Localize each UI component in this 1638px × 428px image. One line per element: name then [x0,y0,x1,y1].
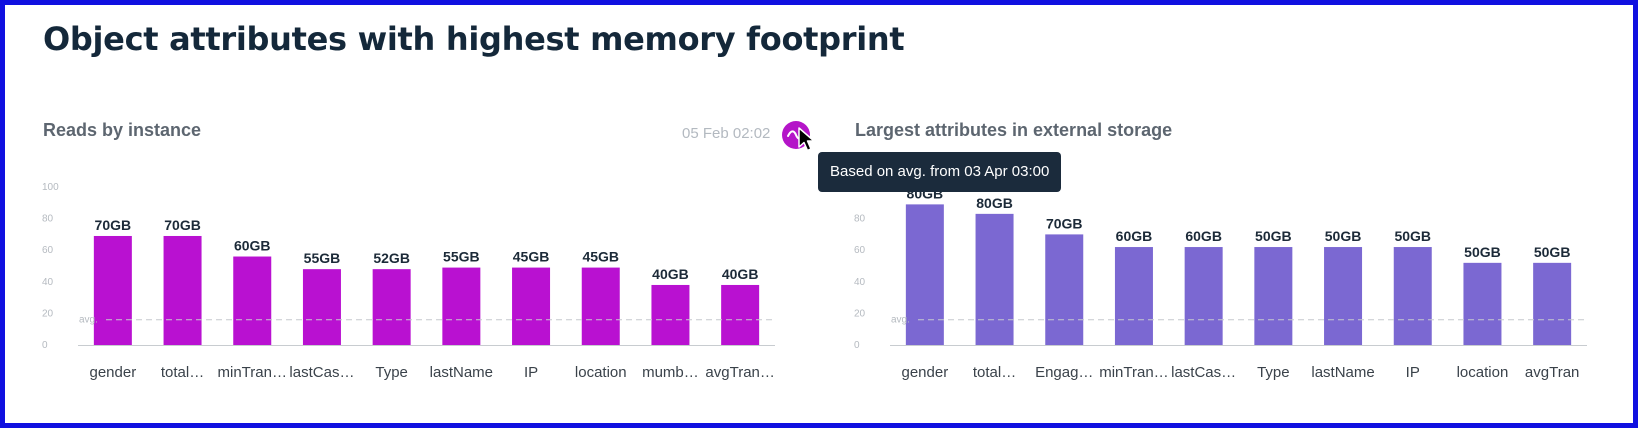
mouse-cursor-icon [798,127,815,152]
y-tick-label: 0 [854,340,860,351]
bar[interactable] [721,284,760,345]
right-chart-title: Largest attributes in external storage [855,120,1173,140]
external-storage-svg: 02040608010080GBgender80GBtotal…70GBEnga… [854,182,1587,381]
x-tick-label: lastCas… [1171,364,1236,381]
data-label: 50GB [1534,244,1571,260]
bar[interactable] [1254,247,1293,345]
external-storage-chart: 02040608010080GBgender80GBtotal…70GBEnga… [852,180,1627,410]
data-label: 60GB [234,238,271,254]
page-title: Object attributes with highest memory fo… [43,20,905,58]
x-tick-label: IP [524,364,538,381]
bar[interactable] [1463,262,1502,345]
data-label: 60GB [1116,228,1153,244]
y-tick-label: 20 [42,308,54,319]
data-label: 40GB [722,266,759,282]
y-tick-label: 40 [42,277,54,288]
y-tick-label: 60 [854,245,866,256]
data-label: 50GB [1464,244,1501,260]
y-tick-label: 60 [42,245,54,256]
data-label: 55GB [304,250,341,266]
bar[interactable] [93,235,132,345]
bar[interactable] [975,213,1014,345]
average-label: avg. [891,315,910,326]
bar[interactable] [1533,262,1572,345]
y-tick-label: 100 [42,182,59,193]
bar[interactable] [651,284,690,345]
data-label: 70GB [164,217,201,233]
x-tick-label: Type [1257,364,1290,381]
x-tick-label: avgTran [1525,364,1579,381]
bar[interactable] [905,204,944,345]
data-label: 70GB [95,217,132,233]
x-tick-label: mumb… [642,364,699,381]
x-tick-label: Type [375,364,408,381]
x-tick-label: total… [161,364,204,381]
x-tick-label: gender [901,364,948,381]
data-label: 45GB [582,249,619,265]
data-label: 55GB [443,249,480,265]
bar[interactable] [1045,234,1084,345]
data-label: 60GB [1185,228,1222,244]
bar[interactable] [233,256,272,345]
average-label: avg. [79,315,98,326]
data-label: 50GB [1394,228,1431,244]
bar[interactable] [1393,247,1432,345]
y-tick-label: 0 [42,340,48,351]
y-tick-label: 80 [854,214,866,225]
x-tick-label: total… [973,364,1016,381]
reads-by-instance-chart: 0 20 40 60 80 100 70GB gender 70GB total… 60GB minT… [40,180,815,410]
x-tick-label: lastName [430,364,493,381]
x-tick-label: gender [89,364,136,381]
x-tick-label: lastName [1311,364,1374,381]
left-chart-title: Reads by instance [43,120,202,140]
bar[interactable] [1184,247,1223,345]
timestamp: 05 Feb 02:02 [682,125,771,142]
bar[interactable] [302,269,341,345]
bar[interactable] [1114,247,1153,345]
x-tick-label: location [575,364,627,381]
bar[interactable] [1324,247,1363,345]
tooltip: Based on avg. from 03 Apr 03:00 [818,152,1062,192]
x-tick-label: location [1457,364,1509,381]
bar[interactable] [512,267,551,345]
x-tick-label: Engag… [1035,364,1093,381]
data-label: 52GB [373,250,410,266]
x-tick-label: minTran… [1099,364,1168,381]
data-label: 45GB [513,249,550,265]
reads-by-instance-svg: 0 20 40 60 80 100 70GB gender 70GB total… 60GB minT… [42,182,775,381]
y-tick-label: 80 [42,214,54,225]
y-tick-label: 40 [854,277,866,288]
x-tick-label: minTran… [218,364,287,381]
data-label: 50GB [1325,228,1362,244]
data-label: 80GB [976,195,1013,211]
x-tick-label: IP [1406,364,1420,381]
bar[interactable] [581,267,620,345]
bar[interactable] [163,235,202,345]
data-label: 40GB [652,266,689,282]
x-tick-label: avgTran… [705,364,774,381]
y-tick-label: 20 [854,308,866,319]
bar[interactable] [442,267,481,345]
data-label: 70GB [1046,215,1083,231]
bar[interactable] [372,269,411,345]
data-label: 50GB [1255,228,1292,244]
x-tick-label: lastCas… [289,364,354,381]
